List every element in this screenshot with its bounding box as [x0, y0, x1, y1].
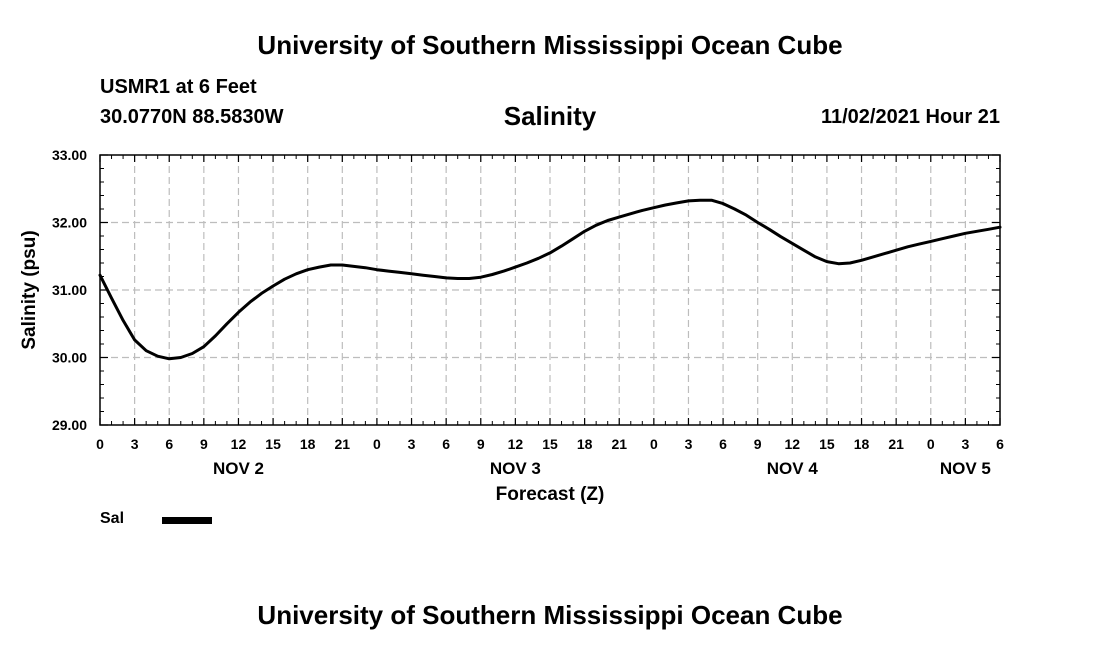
x-tick-label: 15	[542, 436, 558, 452]
y-axis-title: Salinity (psu)	[19, 230, 40, 349]
y-tick-label: 30.00	[52, 350, 87, 366]
y-tick-label: 31.00	[52, 282, 87, 298]
x-tick-label: 6	[165, 436, 173, 452]
y-tick-label: 32.00	[52, 215, 87, 231]
x-tick-label: 9	[754, 436, 762, 452]
x-tick-label: 6	[996, 436, 1004, 452]
x-tick-label: 18	[577, 436, 593, 452]
day-label: NOV 4	[767, 459, 819, 478]
coordinates-label: 30.0770N 88.5830W	[100, 106, 284, 128]
y-tick-label: 33.00	[52, 147, 87, 163]
y-axis-tick-labels: 29.00 30.00 31.00 32.00 33.00	[52, 147, 87, 433]
series-lines	[98, 198, 1002, 361]
x-tick-label: 12	[508, 436, 524, 452]
x-tick-label: 18	[854, 436, 870, 452]
x-tick-label: 9	[477, 436, 485, 452]
chart-title: Salinity	[503, 101, 597, 131]
plot-frame	[99, 154, 1001, 426]
station-label: USMR1 at 6 Feet	[100, 76, 257, 98]
day-label: NOV 5	[940, 459, 991, 478]
x-axis-tick-labels: 0 3 6 9 12 15 18 21 0 3 6 9 12 15 18 21 0 3 6 9 12 15 18 21 0 3 6	[96, 436, 1004, 452]
day-labels: NOV 2 NOV 3 NOV 4 NOV 5	[213, 459, 991, 478]
x-tick-label: 21	[335, 436, 351, 452]
day-label: NOV 2	[213, 459, 264, 478]
page-footer-title: University of Southern Mississippi Ocean…	[257, 600, 843, 630]
series-line-sal	[98, 198, 1002, 361]
page-title: University of Southern Mississippi Ocean…	[257, 30, 843, 60]
x-tick-label: 3	[685, 436, 693, 452]
x-tick-label: 9	[200, 436, 208, 452]
x-tick-label: 0	[650, 436, 658, 452]
x-tick-label: 18	[300, 436, 316, 452]
x-tick-label: 15	[265, 436, 281, 452]
x-tick-label: 0	[927, 436, 935, 452]
x-tick-label: 21	[888, 436, 904, 452]
timestamp-label: 11/02/2021 Hour 21	[820, 106, 1000, 128]
x-tick-label: 6	[442, 436, 450, 452]
x-tick-label: 12	[231, 436, 247, 452]
y-tick-label: 29.00	[52, 417, 87, 433]
chart-grid	[100, 155, 1000, 425]
x-tick-label: 0	[373, 436, 381, 452]
x-tick-label: 6	[719, 436, 727, 452]
x-tick-label: 3	[961, 436, 969, 452]
x-tick-label: 0	[96, 436, 104, 452]
x-tick-label: 3	[408, 436, 416, 452]
x-tick-label: 3	[131, 436, 139, 452]
legend-label: Sal	[100, 510, 125, 527]
x-tick-label: 12	[785, 436, 801, 452]
day-label: NOV 3	[490, 459, 541, 478]
x-tick-label: 15	[819, 436, 835, 452]
legend-swatch	[162, 517, 212, 524]
x-axis-title: Forecast (Z)	[496, 484, 605, 505]
salinity-chart: 29.00 30.00 31.00 32.00 33.00 0 3 6 9 12 15 18 21 0 3…	[19, 147, 1004, 505]
x-tick-label: 21	[611, 436, 627, 452]
